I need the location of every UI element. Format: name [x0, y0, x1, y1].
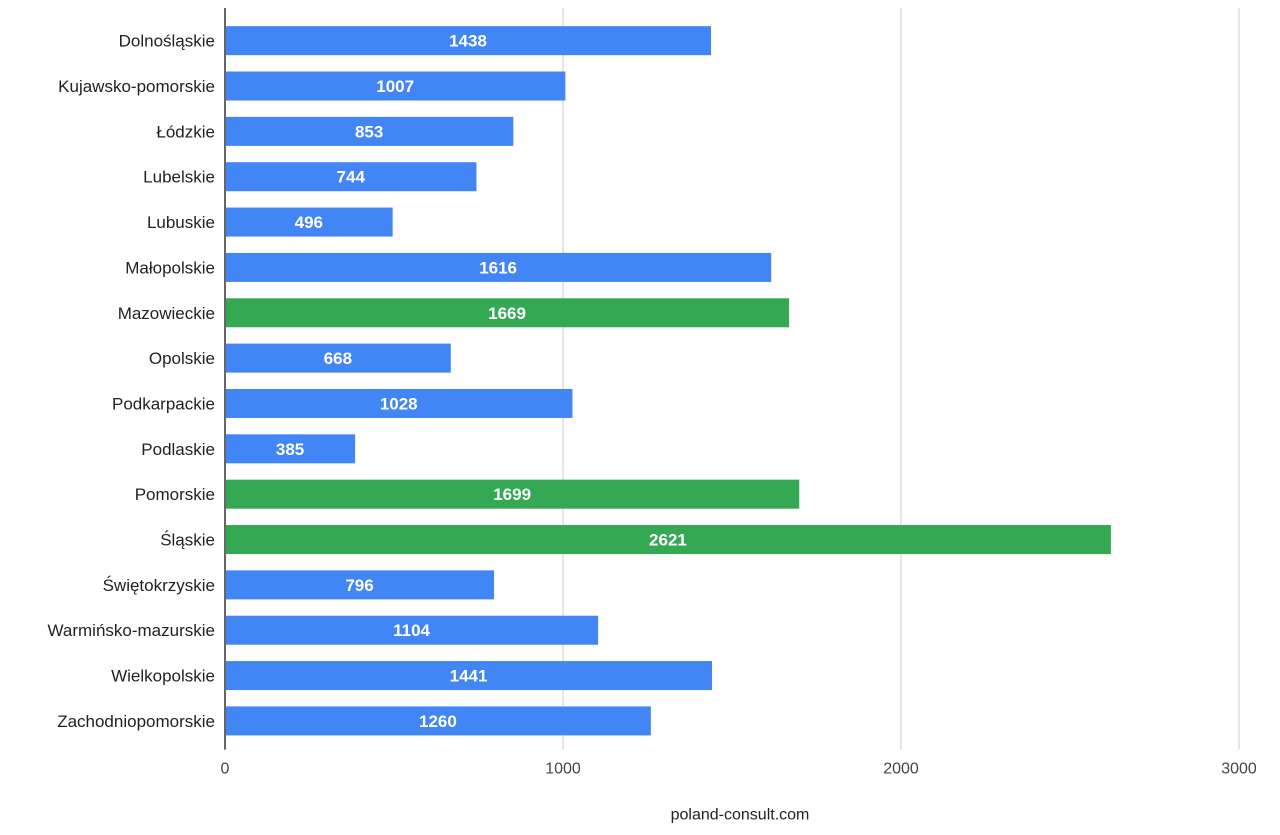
bar-value-label: 1669 [488, 304, 526, 323]
x-tick-label: 2000 [883, 761, 919, 778]
bar-10 [226, 479, 800, 509]
bar-0 [226, 26, 712, 56]
category-label: Wielkopolskie [111, 667, 215, 686]
category-labels: Dolnośląskie Kujawsko-pomorskie Łódzkie Lub… [47, 32, 215, 731]
category-label: Łódzkie [156, 122, 215, 141]
bar-value-label: 1028 [380, 394, 418, 413]
bar-13 [226, 615, 599, 645]
bar-value-label: 668 [324, 349, 352, 368]
bar-15 [226, 706, 651, 736]
bar-value-label: 496 [295, 213, 323, 232]
category-label: Podlaskie [141, 440, 215, 459]
bar-11 [226, 525, 1111, 555]
category-label: Lubelskie [143, 168, 215, 187]
bar-1 [226, 71, 566, 101]
bar-2 [226, 116, 514, 146]
bar-3 [226, 162, 477, 192]
bar-value-label: 1260 [419, 712, 457, 731]
bar-9 [226, 434, 356, 464]
bar-14 [226, 661, 713, 691]
bar-5 [226, 252, 772, 282]
bar-value-label: 853 [355, 122, 383, 141]
bar-value-label: 2621 [649, 531, 687, 550]
x-axis-title: poland-consult.com [671, 807, 810, 824]
bar-value-label: 744 [337, 168, 366, 187]
category-label: Świętokrzyskie [103, 576, 215, 595]
category-label: Pomorskie [135, 485, 215, 504]
bar-value-label: 796 [345, 576, 373, 595]
bar-8 [226, 388, 573, 418]
category-label: Mazowieckie [118, 304, 215, 323]
bar-7 [226, 343, 451, 373]
bar-value-label: 1616 [479, 258, 517, 277]
category-label: Warmińsko-mazurskie [47, 621, 215, 640]
bar-value-label: 385 [276, 440, 304, 459]
bar-value-label: 1438 [449, 32, 487, 51]
category-label: Zachodniopomorskie [57, 712, 215, 731]
x-tick-label: 3000 [1221, 761, 1257, 778]
category-label: Dolnośląskie [119, 32, 215, 51]
bar-6 [226, 298, 790, 328]
category-label: Małopolskie [125, 258, 215, 277]
bar-value-label: 1104 [393, 621, 430, 640]
category-label: Śląskie [160, 531, 215, 550]
category-label: Opolskie [149, 349, 215, 368]
gridlines [562, 8, 1240, 750]
bar-value-label: 1441 [450, 667, 488, 686]
tick-labels: 0 1000 2000 3000 [221, 761, 1257, 778]
bar-12 [226, 570, 495, 600]
category-label: Lubuskie [147, 213, 215, 232]
bar-4 [226, 207, 393, 237]
value-labels: 1438 1007 853 744 496 1616 1669 668 1028 385 1699 2… [276, 32, 687, 731]
bar-value-label: 1699 [493, 485, 531, 504]
category-label: Kujawsko-pomorskie [58, 77, 215, 96]
x-tick-label: 0 [221, 761, 230, 778]
x-tick-label: 1000 [545, 761, 581, 778]
bar-value-label: 1007 [376, 77, 414, 96]
bars [226, 26, 1111, 736]
category-label: Podkarpackie [112, 394, 215, 413]
